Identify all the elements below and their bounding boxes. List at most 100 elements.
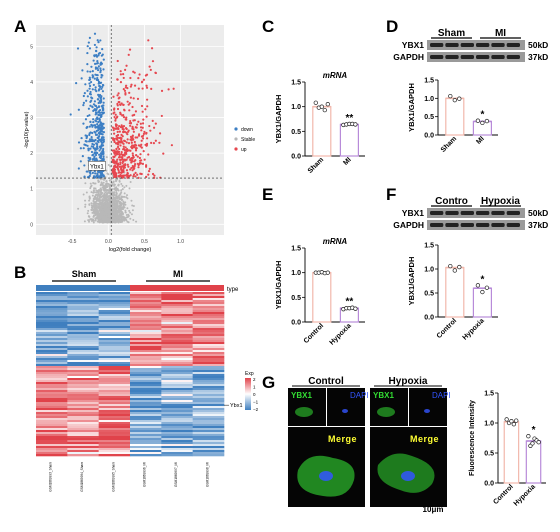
volcano-point-down <box>92 120 95 124</box>
heatmap-cell <box>192 448 225 451</box>
heatmap-cell <box>130 350 162 353</box>
volcano-point-down <box>98 167 101 170</box>
volcano-point-stable <box>99 183 102 186</box>
heatmap-cell <box>130 430 162 433</box>
heatmap-cell <box>130 448 162 451</box>
volcano-point-stable <box>124 218 127 221</box>
volcano-point-stable <box>117 184 120 187</box>
volcano-point-stable <box>101 202 104 205</box>
volcano-point-stable <box>104 194 107 197</box>
volcano-point-stable <box>105 200 108 203</box>
volcano-point-stable <box>112 213 115 216</box>
volcano-point-stable <box>118 180 121 183</box>
volcano-point-stable <box>93 191 96 194</box>
heatmap-cell <box>130 324 162 327</box>
heatmap-cell <box>192 324 225 327</box>
volcano-point-stable <box>120 220 123 223</box>
blot-band <box>491 211 505 215</box>
volcano-point-stable <box>92 214 95 217</box>
volcano-point-stable <box>94 203 97 206</box>
volcano-point-stable <box>101 199 104 202</box>
volcano-point-up <box>145 175 148 178</box>
volcano-point-stable <box>107 198 110 201</box>
heatmap-cell <box>36 370 68 373</box>
volcano-point-stable <box>112 207 115 210</box>
volcano-point-down <box>98 145 102 148</box>
volcano-point-down <box>100 145 103 148</box>
volcano-point-down <box>102 111 105 114</box>
volcano-point-stable <box>112 217 115 220</box>
volcano-point-stable <box>111 221 114 224</box>
bar-point <box>457 264 462 270</box>
volcano-point-stable <box>112 202 115 205</box>
volcano-point-stable <box>121 188 124 191</box>
volcano-point-stable <box>107 212 110 215</box>
volcano-point-stable <box>118 202 121 205</box>
heatmap-cell <box>130 314 162 317</box>
volcano-point-stable <box>103 202 106 205</box>
volcano-point-stable <box>125 196 128 199</box>
heatmap-cell <box>192 426 225 429</box>
heatmap-cell <box>67 400 99 403</box>
heatmap-cell <box>36 294 68 297</box>
volcano-point-stable <box>113 212 116 215</box>
image-channel-label: Merge <box>328 434 357 444</box>
volcano-point-stable <box>90 206 93 209</box>
volcano-point-stable <box>101 212 104 215</box>
volcano-point-up <box>113 140 116 144</box>
volcano-point-stable <box>107 173 110 176</box>
volcano-point-stable <box>94 202 97 205</box>
volcano-point-stable <box>104 205 107 208</box>
volcano-point-stable <box>104 176 107 179</box>
volcano-point-stable <box>104 196 107 199</box>
volcano-point-stable <box>97 199 100 202</box>
volcano-point-stable <box>115 203 118 206</box>
volcano-point-stable <box>119 220 122 223</box>
volcano-point-stable <box>102 211 105 214</box>
heatmap-cell <box>98 374 131 377</box>
heatmap-cell <box>161 412 193 415</box>
volcano-point-stable <box>103 195 106 198</box>
volcano-point-up <box>122 142 125 145</box>
volcano-point-stable <box>102 210 105 213</box>
volcano-point-stable <box>102 206 105 209</box>
volcano-point-stable <box>96 210 99 213</box>
heatmap-cell <box>36 340 68 343</box>
volcano-point-stable <box>105 219 108 222</box>
volcano-point-down <box>96 116 99 119</box>
blot-size-label: 37kD <box>528 220 548 230</box>
heatmap-cell <box>98 314 131 317</box>
volcano-point-up <box>114 113 117 116</box>
volcano-point-down <box>101 164 104 167</box>
volcano-y-tick: 1 <box>30 187 33 193</box>
volcano-point-stable <box>107 214 110 217</box>
bar-category-label: Hypoxia <box>329 322 353 346</box>
volcano-point-up <box>113 172 116 175</box>
volcano-point-stable <box>106 212 109 215</box>
heatmap-cell <box>98 412 131 415</box>
volcano-point-stable <box>105 206 108 209</box>
volcano-point-down <box>95 142 99 146</box>
volcano-point-up <box>139 122 142 125</box>
volcano-point-stable <box>104 207 107 210</box>
blot-band <box>460 43 474 47</box>
volcano-point-stable <box>94 214 97 217</box>
volcano-point-stable <box>110 206 113 209</box>
volcano-point-stable <box>103 212 106 215</box>
volcano-point-stable <box>95 213 98 216</box>
volcano-point-down <box>86 95 89 98</box>
volcano-point-stable <box>119 192 122 195</box>
volcano-point-down <box>98 51 102 55</box>
volcano-point-down <box>100 115 103 118</box>
volcano-point-stable <box>117 211 120 214</box>
volcano-point-stable <box>90 204 93 207</box>
volcano-point-down <box>97 82 101 85</box>
volcano-point-stable <box>113 219 116 222</box>
volcano-point-stable <box>100 209 103 212</box>
volcano-point-stable <box>96 197 99 200</box>
volcano-point-stable <box>122 205 125 208</box>
volcano-point-stable <box>94 187 97 190</box>
volcano-point-stable <box>101 205 104 208</box>
heatmap-cell <box>36 374 68 377</box>
